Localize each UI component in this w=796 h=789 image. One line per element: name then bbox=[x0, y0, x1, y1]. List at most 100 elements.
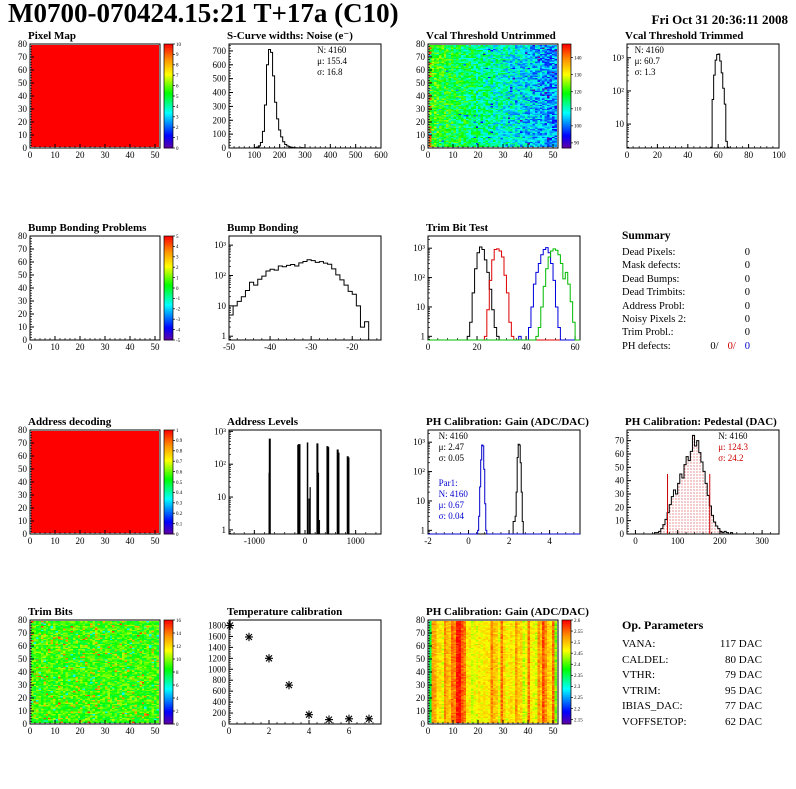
svg-text:600: 600 bbox=[213, 686, 227, 696]
svg-text:30: 30 bbox=[18, 104, 28, 114]
svg-text:600: 600 bbox=[374, 150, 388, 160]
svg-text:60: 60 bbox=[416, 641, 426, 651]
svg-text:50: 50 bbox=[151, 536, 161, 546]
svg-text:-3: -3 bbox=[176, 318, 181, 323]
svg-text:N: 4160: N: 4160 bbox=[439, 489, 469, 499]
svg-text:20: 20 bbox=[474, 150, 484, 160]
plot-trim-bits: Trim Bits 0 10 20 30 40 50 0 10 20 30 40 50 60 70 80 0 2 4… bbox=[0, 604, 199, 789]
svg-text:70: 70 bbox=[18, 52, 28, 62]
svg-text:10: 10 bbox=[217, 301, 227, 311]
svg-text:0: 0 bbox=[633, 536, 638, 546]
svg-text:80: 80 bbox=[744, 150, 754, 160]
svg-text:20: 20 bbox=[76, 536, 86, 546]
plot-temperature-calibration: Temperature calibration 0 2 4 6 0 200 400 600 800… bbox=[199, 604, 398, 789]
svg-text:Trim Bit Test: Trim Bit Test bbox=[426, 222, 488, 234]
map-canvas bbox=[31, 237, 159, 339]
svg-text:10: 10 bbox=[416, 130, 426, 140]
svg-text:30: 30 bbox=[615, 489, 625, 499]
svg-text:50: 50 bbox=[18, 270, 28, 280]
svg-text:Bump Bonding: Bump Bonding bbox=[227, 222, 299, 234]
svg-text:10: 10 bbox=[51, 726, 61, 736]
svg-text:0: 0 bbox=[23, 143, 28, 153]
svg-text:σ: 0.05: σ: 0.05 bbox=[439, 453, 465, 463]
svg-text:50: 50 bbox=[615, 462, 625, 472]
op-parameter-row: VTHR: 79 DAC bbox=[622, 669, 762, 681]
plot-address-decoding: Address decoding 0 10 20 30 40 50 0 10 20 30 40 50 60… bbox=[0, 414, 199, 599]
svg-text:60: 60 bbox=[714, 150, 724, 160]
plot-ph-calibration-pedestal: PH Calibration: Pedestal (DAC) 0 100 200 300… bbox=[597, 414, 796, 599]
chart-svg: PH Calibration: Pedestal (DAC)0 100 200 300… bbox=[615, 416, 780, 546]
svg-text:40: 40 bbox=[524, 726, 534, 736]
svg-text:2.6: 2.6 bbox=[574, 619, 581, 624]
svg-text:110: 110 bbox=[574, 108, 582, 113]
svg-text:0.8: 0.8 bbox=[176, 450, 183, 455]
svg-text:10: 10 bbox=[51, 150, 61, 160]
svg-text:4: 4 bbox=[176, 105, 179, 110]
test-report-page: { "header": { "title": "M0700-070424.15:… bbox=[0, 0, 796, 736]
svg-text:10: 10 bbox=[51, 342, 61, 352]
svg-text:500: 500 bbox=[349, 150, 363, 160]
plot-vcal-threshold-trimmed: Vcal Threshold Trimmed 0 20 40 60 80 100 10 10² 1… bbox=[597, 28, 796, 213]
svg-text:4: 4 bbox=[547, 536, 552, 546]
svg-text:N: 4160: N: 4160 bbox=[635, 45, 665, 55]
svg-text:60: 60 bbox=[416, 65, 426, 75]
svg-text:1600: 1600 bbox=[208, 631, 227, 641]
svg-text:3: 3 bbox=[176, 116, 179, 121]
svg-text:10²: 10² bbox=[612, 86, 624, 96]
svg-text:1: 1 bbox=[176, 276, 179, 281]
svg-text:10: 10 bbox=[176, 658, 182, 663]
svg-text:30: 30 bbox=[499, 726, 509, 736]
svg-text:120: 120 bbox=[574, 91, 582, 96]
plot-pixel-map: Pixel Map 0 10 20 30 40 50 0 10 20 30 40 50 60 70 80 0 1 2… bbox=[0, 28, 199, 213]
chart-svg: Vcal Threshold Trimmed 0 20 40 60 80 100 10 10² 1… bbox=[612, 30, 786, 160]
svg-text:130: 130 bbox=[574, 73, 582, 78]
svg-text:10: 10 bbox=[449, 150, 459, 160]
svg-text:80: 80 bbox=[18, 231, 28, 241]
svg-text:10: 10 bbox=[18, 130, 28, 140]
svg-text:40: 40 bbox=[416, 667, 426, 677]
svg-text:40: 40 bbox=[126, 150, 136, 160]
summary-row: Trim Probl.: 0 bbox=[622, 327, 750, 339]
svg-text:10: 10 bbox=[176, 43, 182, 48]
svg-text:10²: 10² bbox=[214, 270, 226, 280]
svg-text:2.45: 2.45 bbox=[574, 652, 583, 657]
svg-text:80: 80 bbox=[18, 39, 28, 49]
svg-text:10²: 10² bbox=[413, 273, 425, 283]
svg-text:PH Calibration: Pedestal (DAC): PH Calibration: Pedestal (DAC) bbox=[625, 416, 777, 428]
svg-text:50: 50 bbox=[18, 464, 28, 474]
svg-text:140: 140 bbox=[574, 56, 582, 61]
svg-text:100: 100 bbox=[213, 129, 227, 139]
svg-text:10: 10 bbox=[416, 302, 426, 312]
svg-text:2.25: 2.25 bbox=[574, 696, 583, 701]
svg-text:20: 20 bbox=[416, 117, 426, 127]
svg-text:2: 2 bbox=[176, 710, 179, 715]
svg-text:Temperature calibration: Temperature calibration bbox=[227, 606, 342, 618]
svg-text:0: 0 bbox=[28, 536, 33, 546]
svg-text:0: 0 bbox=[426, 726, 431, 736]
svg-text:0.6: 0.6 bbox=[176, 470, 183, 475]
svg-text:σ: 0.04: σ: 0.04 bbox=[439, 511, 465, 521]
svg-text:PH Calibration: Gain (ADC/DAC): PH Calibration: Gain (ADC/DAC) bbox=[426, 606, 589, 618]
svg-text:0: 0 bbox=[222, 143, 227, 153]
svg-text:70: 70 bbox=[18, 438, 28, 448]
svg-text:0.5: 0.5 bbox=[176, 481, 183, 486]
svg-text:1: 1 bbox=[176, 136, 179, 141]
svg-text:0: 0 bbox=[28, 150, 33, 160]
svg-text:10: 10 bbox=[416, 496, 426, 506]
map-canvas bbox=[31, 621, 159, 723]
svg-text:200: 200 bbox=[713, 536, 727, 546]
svg-text:2: 2 bbox=[176, 266, 179, 271]
svg-text:1000: 1000 bbox=[347, 536, 366, 546]
svg-text:10: 10 bbox=[615, 119, 625, 129]
summary-row: Dead Trimbits: 0 bbox=[622, 287, 750, 299]
svg-text:5: 5 bbox=[176, 235, 179, 240]
svg-text:1000: 1000 bbox=[208, 664, 227, 674]
svg-text:30: 30 bbox=[416, 680, 426, 690]
plot-ph-calibration-gain-hist: PH Calibration: Gain (ADC/DAC) -2 0 2 4 1 10 10… bbox=[398, 414, 597, 599]
op-parameter-row: IBIAS_DAC: 77 DAC bbox=[622, 700, 762, 712]
svg-text:20: 20 bbox=[76, 342, 86, 352]
svg-text:1200: 1200 bbox=[208, 653, 227, 663]
svg-text:10: 10 bbox=[615, 516, 625, 526]
